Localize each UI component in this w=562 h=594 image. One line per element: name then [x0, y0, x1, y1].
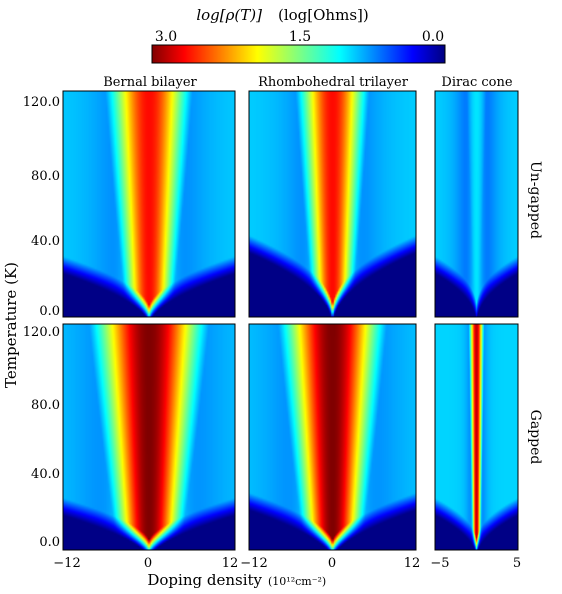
panel-frame	[62, 90, 236, 318]
panel-frame	[248, 90, 417, 318]
x-tick-label: −5	[430, 556, 449, 571]
y-ticks-bottom: 120.0 80.0 40.0 0.0	[23, 325, 60, 550]
colorbar-tick-low: 0.0	[422, 29, 444, 45]
x-tick-label: −12	[240, 556, 267, 571]
column-title-rhombohedral: Rhombohedral trilayer	[258, 75, 409, 90]
heatmap-rhombohedral-trilayer-un-gapped	[249, 91, 416, 317]
y-tick-label: 0.0	[39, 535, 60, 550]
heatmap-rhombohedral-trilayer-gapped	[249, 324, 416, 550]
panel-frame	[434, 90, 519, 318]
x-axis-label: Doping density	[147, 571, 262, 589]
colorbar-gradient	[151, 44, 446, 64]
y-tick-label: 40.0	[31, 467, 60, 482]
heatmap-bernal-bilayer-un-gapped	[63, 91, 235, 317]
y-tick-label: 80.0	[31, 398, 60, 413]
colorbar-label: log[ρ(T)]	[196, 6, 262, 24]
x-ticks: −12 0 12 −12 0 12 −5 5	[53, 556, 521, 571]
x-tick-label: 5	[513, 556, 521, 571]
x-axis-units: (10¹²cm⁻²)	[268, 575, 326, 588]
x-tick-label: 0	[328, 556, 336, 571]
y-tick-label: 120.0	[23, 95, 60, 110]
column-title-bernal: Bernal bilayer	[103, 75, 197, 90]
y-tick-label: 40.0	[31, 234, 60, 249]
row-label-ungapped: Un-gapped	[527, 161, 543, 239]
row-label-gapped: Gapped	[527, 410, 543, 465]
heatmap-bernal-bilayer-gapped	[63, 324, 235, 550]
colorbar-tick-high: 3.0	[155, 29, 177, 45]
y-tick-label: 120.0	[23, 325, 60, 340]
colorbar: log[ρ(T)] (log[Ohms]) 3.0 1.5 0.0	[151, 6, 446, 64]
panel-frame	[62, 323, 236, 551]
panel-frame	[248, 323, 417, 551]
heatmap-dirac-cone-gapped	[435, 324, 518, 550]
colorbar-units: (log[Ohms])	[278, 6, 369, 24]
y-ticks-top: 120.0 80.0 40.0 0.0	[23, 95, 60, 319]
x-tick-label: 0	[144, 556, 152, 571]
x-tick-label: 12	[404, 556, 421, 571]
panel-frame	[434, 323, 519, 551]
colorbar-tick-mid: 1.5	[289, 29, 311, 45]
x-tick-label: −12	[53, 556, 80, 571]
x-tick-label: 12	[222, 556, 239, 571]
column-title-dirac: Dirac cone	[441, 75, 512, 90]
y-tick-label: 80.0	[31, 169, 60, 184]
y-axis-label: Temperature (K)	[2, 262, 20, 388]
y-tick-label: 0.0	[39, 304, 60, 319]
heatmap-dirac-cone-un-gapped	[435, 91, 518, 317]
heatmap-panels	[62, 90, 519, 551]
